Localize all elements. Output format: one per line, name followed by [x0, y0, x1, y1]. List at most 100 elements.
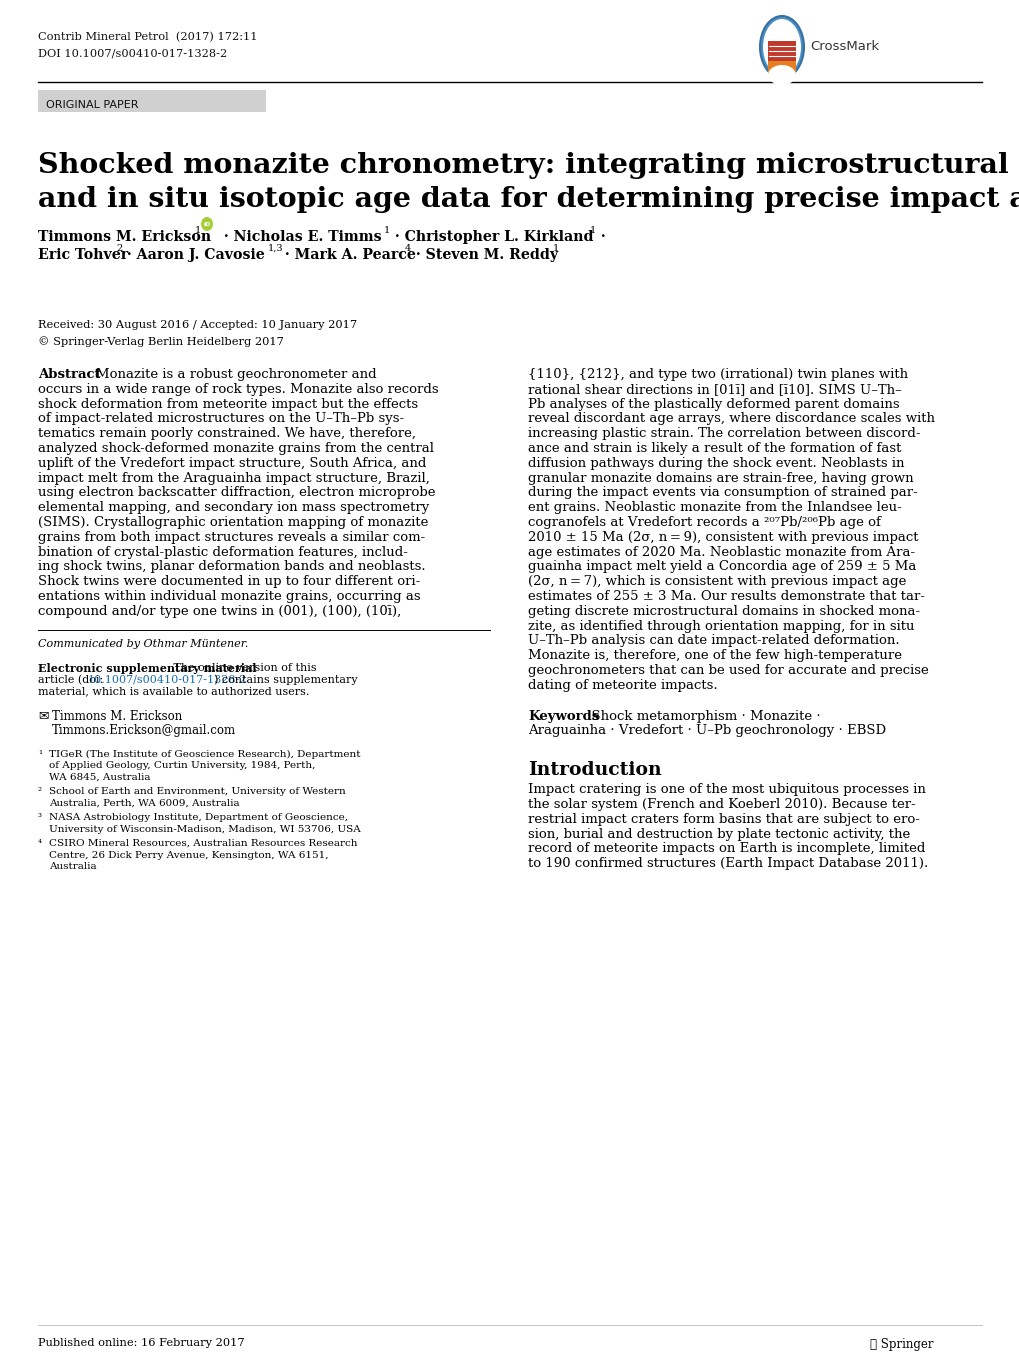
Text: 1: 1 — [589, 226, 596, 234]
Text: Australia, Perth, WA 6009, Australia: Australia, Perth, WA 6009, Australia — [49, 798, 239, 808]
Text: during the impact events via consumption of strained par-: during the impact events via consumption… — [528, 486, 917, 500]
Text: granular monazite domains are strain-free, having grown: granular monazite domains are strain-fre… — [528, 472, 913, 485]
Text: and in situ isotopic age data for determining precise impact ages: and in situ isotopic age data for determ… — [38, 186, 1019, 213]
Text: · Steven M. Reddy: · Steven M. Reddy — [411, 248, 557, 262]
Text: reveal discordant age arrays, where discordance scales with: reveal discordant age arrays, where disc… — [528, 412, 934, 425]
Text: estimates of 255 ± 3 Ma. Our results demonstrate that tar-: estimates of 255 ± 3 Ma. Our results dem… — [528, 589, 924, 603]
Text: · Christopher L. Kirkland: · Christopher L. Kirkland — [389, 230, 593, 244]
Text: CrossMark: CrossMark — [809, 41, 878, 53]
Text: ¹: ¹ — [38, 749, 42, 759]
Text: Eric Tohver: Eric Tohver — [38, 248, 128, 262]
Text: {110}, {212}, and type two (irrational) twin planes with: {110}, {212}, and type two (irrational) … — [528, 369, 907, 381]
Text: using electron backscatter diffraction, electron microprobe: using electron backscatter diffraction, … — [38, 486, 435, 500]
Text: 1: 1 — [552, 244, 558, 253]
Text: restrial impact craters form basins that are subject to ero-: restrial impact craters form basins that… — [528, 813, 919, 825]
Text: 4: 4 — [405, 244, 411, 253]
Text: Monazite is a robust geochronometer and: Monazite is a robust geochronometer and — [96, 369, 376, 381]
Text: ORIGINAL PAPER: ORIGINAL PAPER — [46, 100, 139, 110]
Text: WA 6845, Australia: WA 6845, Australia — [49, 772, 151, 782]
Text: impact melt from the Araguainha impact structure, Brazil,: impact melt from the Araguainha impact s… — [38, 472, 429, 485]
Text: University of Wisconsin-Madison, Madison, WI 53706, USA: University of Wisconsin-Madison, Madison… — [49, 825, 361, 833]
Text: elemental mapping, and secondary ion mass spectrometry: elemental mapping, and secondary ion mas… — [38, 501, 429, 514]
Text: article (doi:: article (doi: — [38, 675, 103, 684]
Text: sion, burial and destruction by plate tectonic activity, the: sion, burial and destruction by plate te… — [528, 828, 909, 840]
Text: 1: 1 — [195, 226, 201, 234]
Text: Shocked monazite chronometry: integrating microstructural: Shocked monazite chronometry: integratin… — [38, 152, 1008, 179]
Text: compound and/or type one twins in (001), (100), (10ī),: compound and/or type one twins in (001),… — [38, 604, 400, 618]
Text: Pb analyses of the plastically deformed parent domains: Pb analyses of the plastically deformed … — [528, 397, 899, 411]
Text: ⚓ Springer: ⚓ Springer — [869, 1337, 932, 1351]
Text: ing shock twins, planar deformation bands and neoblasts.: ing shock twins, planar deformation band… — [38, 561, 425, 573]
Text: 1,3: 1,3 — [268, 244, 283, 253]
Text: cogranofels at Vredefort records a ²⁰⁷Pb/²⁰⁶Pb age of: cogranofels at Vredefort records a ²⁰⁷Pb… — [528, 516, 880, 528]
Text: zite, as identified through orientation mapping, for in situ: zite, as identified through orientation … — [528, 619, 914, 633]
Text: (SIMS). Crystallographic orientation mapping of monazite: (SIMS). Crystallographic orientation map… — [38, 516, 428, 528]
Text: Abstract: Abstract — [38, 369, 101, 381]
Text: Received: 30 August 2016 / Accepted: 10 January 2017: Received: 30 August 2016 / Accepted: 10 … — [38, 320, 357, 331]
Ellipse shape — [759, 16, 803, 79]
Text: 1: 1 — [383, 226, 390, 234]
Text: tematics remain poorly constrained. We have, therefore,: tematics remain poorly constrained. We h… — [38, 427, 416, 440]
Text: uplift of the Vredefort impact structure, South Africa, and: uplift of the Vredefort impact structure… — [38, 457, 426, 470]
Text: increasing plastic strain. The correlation between discord-: increasing plastic strain. The correlati… — [528, 427, 919, 440]
Text: material, which is available to authorized users.: material, which is available to authoriz… — [38, 687, 309, 696]
FancyBboxPatch shape — [767, 41, 795, 61]
Text: Centre, 26 Dick Perry Avenue, Kensington, WA 6151,: Centre, 26 Dick Perry Avenue, Kensington… — [49, 851, 328, 859]
Text: ·: · — [595, 230, 605, 244]
FancyBboxPatch shape — [767, 61, 795, 75]
Text: Timmons M. Erickson: Timmons M. Erickson — [38, 230, 211, 244]
Text: DOI 10.1007/s00410-017-1328-2: DOI 10.1007/s00410-017-1328-2 — [38, 47, 227, 58]
Text: of impact-related microstructures on the U–Th–Pb sys-: of impact-related microstructures on the… — [38, 412, 404, 425]
Text: Shock twins were documented in up to four different ori-: Shock twins were documented in up to fou… — [38, 576, 420, 588]
Text: dating of meteorite impacts.: dating of meteorite impacts. — [528, 679, 717, 692]
Text: geting discrete microstructural domains in shocked mona-: geting discrete microstructural domains … — [528, 604, 919, 618]
Text: the solar system (French and Koeberl 2010). Because ter-: the solar system (French and Koeberl 201… — [528, 798, 915, 812]
Text: iD: iD — [203, 221, 211, 226]
Text: · Mark A. Pearce: · Mark A. Pearce — [280, 248, 416, 262]
Text: 2010 ± 15 Ma (2σ, n = 9), consistent with previous impact: 2010 ± 15 Ma (2σ, n = 9), consistent wit… — [528, 531, 917, 543]
Text: Monazite is, therefore, one of the few high-temperature: Monazite is, therefore, one of the few h… — [528, 649, 901, 663]
Text: U–Th–Pb analysis can date impact-related deformation.: U–Th–Pb analysis can date impact-related… — [528, 634, 899, 648]
Text: entations within individual monazite grains, occurring as: entations within individual monazite gra… — [38, 589, 420, 603]
Ellipse shape — [767, 65, 795, 85]
Text: Impact cratering is one of the most ubiquitous processes in: Impact cratering is one of the most ubiq… — [528, 783, 925, 797]
Text: guainha impact melt yield a Concordia age of 259 ± 5 Ma: guainha impact melt yield a Concordia ag… — [528, 561, 915, 573]
Text: diffusion pathways during the shock event. Neoblasts in: diffusion pathways during the shock even… — [528, 457, 904, 470]
Text: School of Earth and Environment, University of Western: School of Earth and Environment, Univers… — [49, 787, 345, 797]
Ellipse shape — [201, 217, 213, 230]
Text: ³: ³ — [38, 813, 42, 822]
Text: ²: ² — [38, 787, 42, 797]
Text: ent grains. Neoblastic monazite from the Inlandsee leu-: ent grains. Neoblastic monazite from the… — [528, 501, 901, 514]
Text: NASA Astrobiology Institute, Department of Geoscience,: NASA Astrobiology Institute, Department … — [49, 813, 347, 822]
Text: 2: 2 — [116, 244, 122, 253]
Text: Electronic supplementary material: Electronic supplementary material — [38, 663, 256, 673]
Text: ance and strain is likely a result of the formation of fast: ance and strain is likely a result of th… — [528, 442, 901, 455]
Text: © Springer-Verlag Berlin Heidelberg 2017: © Springer-Verlag Berlin Heidelberg 2017 — [38, 336, 283, 347]
Text: bination of crystal-plastic deformation features, includ-: bination of crystal-plastic deformation … — [38, 546, 408, 558]
Text: rational shear directions in [01ī] and [ī10]. SIMS U–Th–: rational shear directions in [01ī] and [… — [528, 383, 901, 396]
Text: Published online: 16 February 2017: Published online: 16 February 2017 — [38, 1337, 245, 1348]
Text: · Aaron J. Cavosie: · Aaron J. Cavosie — [122, 248, 265, 262]
Text: 10.1007/s00410-017-1328-2: 10.1007/s00410-017-1328-2 — [88, 675, 248, 684]
Text: age estimates of 2020 Ma. Neoblastic monazite from Ara-: age estimates of 2020 Ma. Neoblastic mon… — [528, 546, 914, 558]
Text: Australia: Australia — [49, 862, 97, 871]
Text: (2σ, n = 7), which is consistent with previous impact age: (2σ, n = 7), which is consistent with pr… — [528, 576, 906, 588]
Text: Introduction: Introduction — [528, 762, 661, 779]
Text: Timmons M. Erickson: Timmons M. Erickson — [52, 710, 182, 722]
Text: CSIRO Mineral Resources, Australian Resources Research: CSIRO Mineral Resources, Australian Reso… — [49, 839, 357, 848]
Text: occurs in a wide range of rock types. Monazite also records: occurs in a wide range of rock types. Mo… — [38, 383, 438, 396]
Text: ) contains supplementary: ) contains supplementary — [214, 675, 358, 686]
Text: TIGeR (The Institute of Geoscience Research), Department: TIGeR (The Institute of Geoscience Resea… — [49, 749, 360, 759]
Ellipse shape — [762, 19, 800, 75]
Text: · Nicholas E. Timms: · Nicholas E. Timms — [219, 230, 381, 244]
Text: ✉: ✉ — [38, 710, 49, 722]
FancyBboxPatch shape — [38, 89, 266, 112]
Text: ⁴: ⁴ — [38, 839, 42, 848]
Text: of Applied Geology, Curtin University, 1984, Perth,: of Applied Geology, Curtin University, 1… — [49, 762, 315, 770]
Text: Shock metamorphism · Monazite ·: Shock metamorphism · Monazite · — [583, 710, 820, 722]
Text: Contrib Mineral Petrol  (2017) 172:11: Contrib Mineral Petrol (2017) 172:11 — [38, 33, 257, 42]
Text: shock deformation from meteorite impact but the effects: shock deformation from meteorite impact … — [38, 397, 418, 411]
Text: geochronometers that can be used for accurate and precise: geochronometers that can be used for acc… — [528, 664, 928, 678]
Text: to 190 confirmed structures (Earth Impact Database 2011).: to 190 confirmed structures (Earth Impac… — [528, 858, 927, 870]
Text: grains from both impact structures reveals a similar com-: grains from both impact structures revea… — [38, 531, 425, 543]
